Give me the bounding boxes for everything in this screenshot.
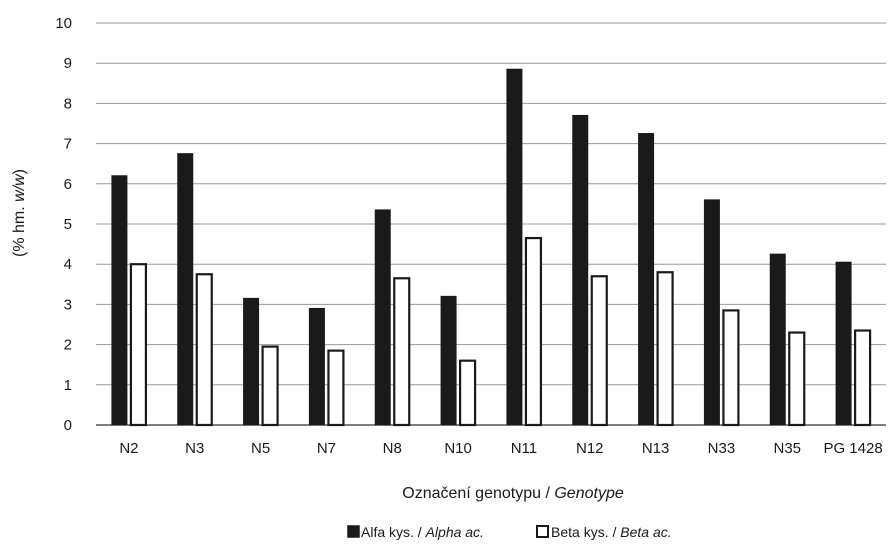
bar-beta-n10 [458, 359, 477, 427]
bar-beta-n12 [590, 275, 608, 427]
legend-label-alpha: Alfa kys. / Alpha ac. [361, 524, 484, 540]
x-tick-label: N7 [317, 440, 336, 457]
bar-alpha-n12 [572, 114, 589, 426]
bar-beta-n33 [722, 309, 740, 427]
y-axis-ticks: 0 1 2 3 4 5 6 7 8 9 10 [55, 15, 72, 434]
y-tick-label: 2 [64, 337, 72, 354]
x-tick-label: N12 [576, 440, 604, 457]
bar-alpha-n2 [111, 175, 128, 426]
y-tick-label: 3 [64, 296, 72, 313]
legend-swatch-beta [536, 525, 549, 538]
bars [111, 68, 872, 427]
y-tick-label: 5 [64, 216, 72, 233]
y-axis-label: (% hm. w/w) [11, 169, 28, 257]
x-tick-label: PG 1428 [823, 440, 882, 457]
y-tick-label: 4 [64, 256, 72, 273]
bar-beta-n7 [327, 349, 345, 427]
x-tick-label: N5 [251, 440, 270, 457]
x-tick-label: N13 [642, 440, 670, 457]
y-tick-label: 8 [64, 95, 72, 112]
x-tick-label: N35 [773, 440, 801, 457]
y-tick-label: 9 [64, 55, 72, 72]
y-tick-label: 1 [64, 377, 72, 394]
x-tick-label: N3 [185, 440, 204, 457]
gridlines [96, 22, 886, 426]
x-axis-label: Označení genotypu / Genotype [402, 485, 624, 502]
bar-alpha-pg-1428 [835, 261, 852, 426]
y-tick-label: 6 [64, 176, 72, 193]
legend-swatch-alpha [347, 525, 360, 538]
bar-beta-n13 [656, 271, 674, 427]
bar-beta-n11 [524, 236, 543, 427]
bar-beta-n3 [195, 273, 213, 427]
x-tick-label: N2 [119, 440, 138, 457]
bar-beta-pg-1428 [853, 329, 872, 427]
bar-alpha-n10 [440, 295, 457, 426]
bar-alpha-n8 [374, 209, 391, 426]
bar-alpha-n3 [177, 153, 194, 426]
bar-alpha-n35 [769, 253, 786, 426]
bar-beta-n2 [129, 263, 148, 427]
bar-alpha-n7 [308, 307, 325, 426]
bar-beta-n8 [393, 277, 411, 427]
x-tick-label: N8 [383, 440, 402, 457]
legend-label-beta: Beta kys. / Beta ac. [551, 524, 672, 540]
x-tick-label: N11 [511, 440, 537, 457]
x-tick-label: N10 [444, 440, 472, 457]
bar-alpha-n33 [703, 199, 720, 426]
y-tick-label: 0 [64, 417, 72, 434]
bar-beta-n35 [788, 331, 806, 427]
bar-alpha-n5 [243, 297, 260, 426]
bar-beta-n5 [261, 345, 279, 427]
x-axis-ticks: N2 N3 N5 N7 N8 N10 N11 N12 N13 N33 N35 PG 1428 [119, 440, 882, 457]
y-tick-label: 10 [55, 15, 72, 32]
bar-alpha-n13 [638, 133, 655, 426]
legend: Alfa kys. / Alpha ac. Beta kys. / Beta a… [347, 524, 672, 540]
x-tick-label: N33 [708, 440, 736, 457]
y-tick-label: 7 [64, 136, 72, 153]
bar-alpha-n11 [506, 68, 523, 426]
